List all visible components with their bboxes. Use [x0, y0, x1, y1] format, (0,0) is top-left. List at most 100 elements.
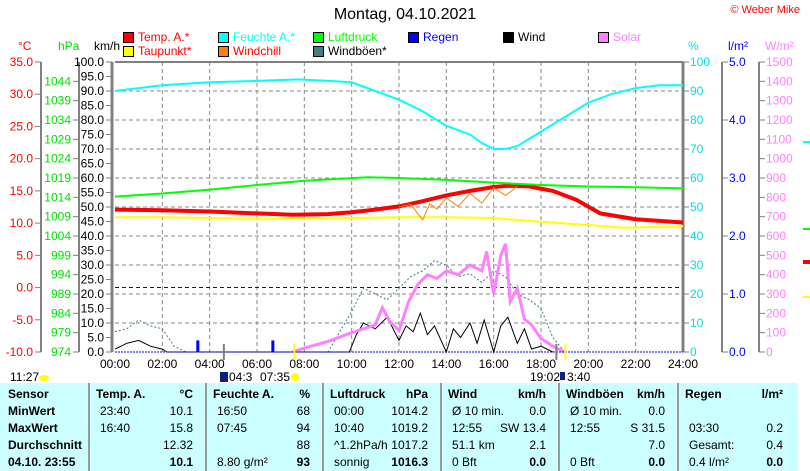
axis-tick-label-wind: 70.0	[81, 142, 105, 156]
cell-value: 0.4	[766, 438, 783, 452]
moon-icon	[220, 372, 228, 382]
cell-left: 8.80 g/m²	[217, 455, 268, 469]
series-windchill	[398, 186, 518, 221]
cell-value: 0.0	[648, 455, 665, 469]
axis-tick-label-solar: 1400	[766, 74, 793, 88]
cell-value: 7.0	[648, 438, 665, 452]
legend-swatch	[313, 31, 324, 43]
axis-tick-label-solar: 1300	[766, 94, 793, 108]
series-solar	[292, 243, 566, 354]
x-tick-label: 20:00	[573, 357, 603, 371]
axis-tick-label-wind: 10.0	[81, 316, 105, 330]
axis-tick-label-humidity: 50	[690, 200, 704, 214]
axis-tick-label-solar: 700	[766, 210, 786, 224]
cell-value: 0.0	[529, 404, 546, 418]
cell-left: 07:45	[217, 421, 248, 435]
cell-value: 1017.2	[391, 438, 428, 452]
x-tick-label: 02:00	[147, 357, 177, 371]
axis-tick-label-pressure: 984	[51, 306, 71, 320]
axis-tick-label-wind: 90.0	[81, 84, 105, 98]
axis-unit-pressure: hPa	[58, 39, 80, 53]
cell-left: 0 Bft	[570, 455, 595, 469]
x-tick-label: 18:00	[526, 357, 556, 371]
cell-value: °C	[179, 387, 193, 401]
axis-tick-label-wind: 95.0	[81, 70, 105, 84]
cell-left: Ø 10 min.	[452, 404, 505, 418]
axis-tick-label-temp: 10.0	[10, 216, 34, 230]
axis-tick-label-temp: 20.0	[10, 152, 34, 166]
cell-value: 0.2	[766, 421, 783, 435]
sun-icon	[291, 373, 299, 381]
cell-value: 1014.2	[391, 404, 428, 418]
axis-tick-label-rain: 1.0	[729, 287, 746, 301]
axis-tick-label-temp: 30.0	[10, 87, 34, 101]
axis-tick-label-wind: 60.0	[81, 171, 105, 185]
cell-value: 2.1	[529, 438, 546, 452]
legend-label: Windböen*	[328, 44, 387, 58]
axis-tick-label-humidity: 90	[690, 84, 704, 98]
axis-tick-label-humidity: 70	[690, 142, 704, 156]
cell-left: 16:50	[217, 404, 248, 418]
legend-label: Wind	[518, 30, 546, 44]
legend-item: Windböen*	[313, 44, 387, 58]
legend-swatch	[408, 31, 419, 43]
legend-label: Feuchte A.*	[233, 30, 296, 44]
axis-tick-label-wind: 35.0	[81, 244, 105, 258]
axis-tick-label-pressure: 1014	[44, 190, 71, 204]
cell-left: ^1.2hPa/h	[334, 438, 388, 452]
axis-tick-label-pressure: 994	[51, 268, 71, 282]
axis-tick-label-humidity: 100	[690, 55, 710, 69]
axis-tick-label-wind: 0.0	[87, 345, 104, 359]
cell-value: 94	[296, 421, 310, 435]
axis-tick-label-pressure: 979	[51, 326, 71, 340]
axis-tick-label-pressure: 1024	[44, 152, 71, 166]
legend-label: Regen	[423, 30, 459, 44]
series-taupunkt	[115, 216, 684, 229]
axis-tick-label-temp: 25.0	[10, 119, 34, 133]
copyright: © Weber Mike	[730, 4, 800, 16]
axis-tick-label-solar: 800	[766, 190, 786, 204]
cell-left: 00:00	[334, 404, 365, 418]
axis-tick-label-temp: 35.0	[10, 55, 34, 69]
cell-left: 0.4 l/m²	[689, 455, 730, 469]
legend-label: Luftdruck	[328, 30, 378, 44]
axis-tick-label-rain: 2.0	[729, 229, 746, 243]
sun-icon	[39, 375, 49, 381]
cell-value: 10.1	[169, 404, 193, 418]
table-divider	[440, 383, 442, 471]
cell-left: 16:40	[100, 421, 131, 435]
cell-left: 10:40	[334, 421, 365, 435]
legend-item: Regen	[408, 30, 458, 44]
chart-title: Montag, 04.10.2021	[333, 6, 477, 23]
left-sun-time: 11:27	[10, 370, 39, 383]
axis-tick-label-humidity: 80	[690, 113, 704, 127]
cell-value: hPa	[405, 387, 428, 401]
axis-tick-label-wind: 25.0	[81, 273, 105, 287]
legend-item: Feuchte A.*	[218, 30, 295, 44]
cell-left: Regen	[685, 387, 722, 401]
chart-svg: °C35.030.025.020.015.010.05.00.0-5.0-10.…	[6, 39, 810, 383]
axis-tick-label-solar: 300	[766, 287, 786, 301]
axis-tick-label-solar: 0	[766, 345, 773, 359]
cell-value: %	[299, 387, 310, 401]
cell-left: 12:55	[452, 421, 483, 435]
legend-swatch	[123, 45, 134, 57]
axis-tick-label-temp: 0.0	[16, 281, 33, 295]
axis-tick-label-solar: 1100	[766, 132, 792, 146]
axis-tick-label-solar: 1200	[766, 113, 793, 127]
axis-tick-label-pressure: 1004	[44, 229, 71, 243]
legend-item: Luftdruck	[313, 30, 377, 44]
cell-value: l/m²	[761, 387, 783, 401]
table-divider	[205, 383, 207, 471]
cell-left: 0 Bft	[452, 455, 477, 469]
axis-tick-label-temp: -10.0	[6, 345, 34, 359]
cell-value: S 31.5	[630, 421, 665, 435]
axis-tick-label-solar: 1000	[766, 152, 793, 166]
cell-value: 0.0	[648, 404, 665, 418]
cell-left: Luftdruck	[330, 387, 386, 401]
cell-value: 93	[296, 455, 310, 469]
x-tick-label: 24:00	[668, 357, 698, 371]
moonset-time: 3:40	[567, 370, 591, 383]
legend-item: Taupunkt*	[123, 44, 191, 58]
axis-tick-label-temp: 15.0	[10, 184, 34, 198]
